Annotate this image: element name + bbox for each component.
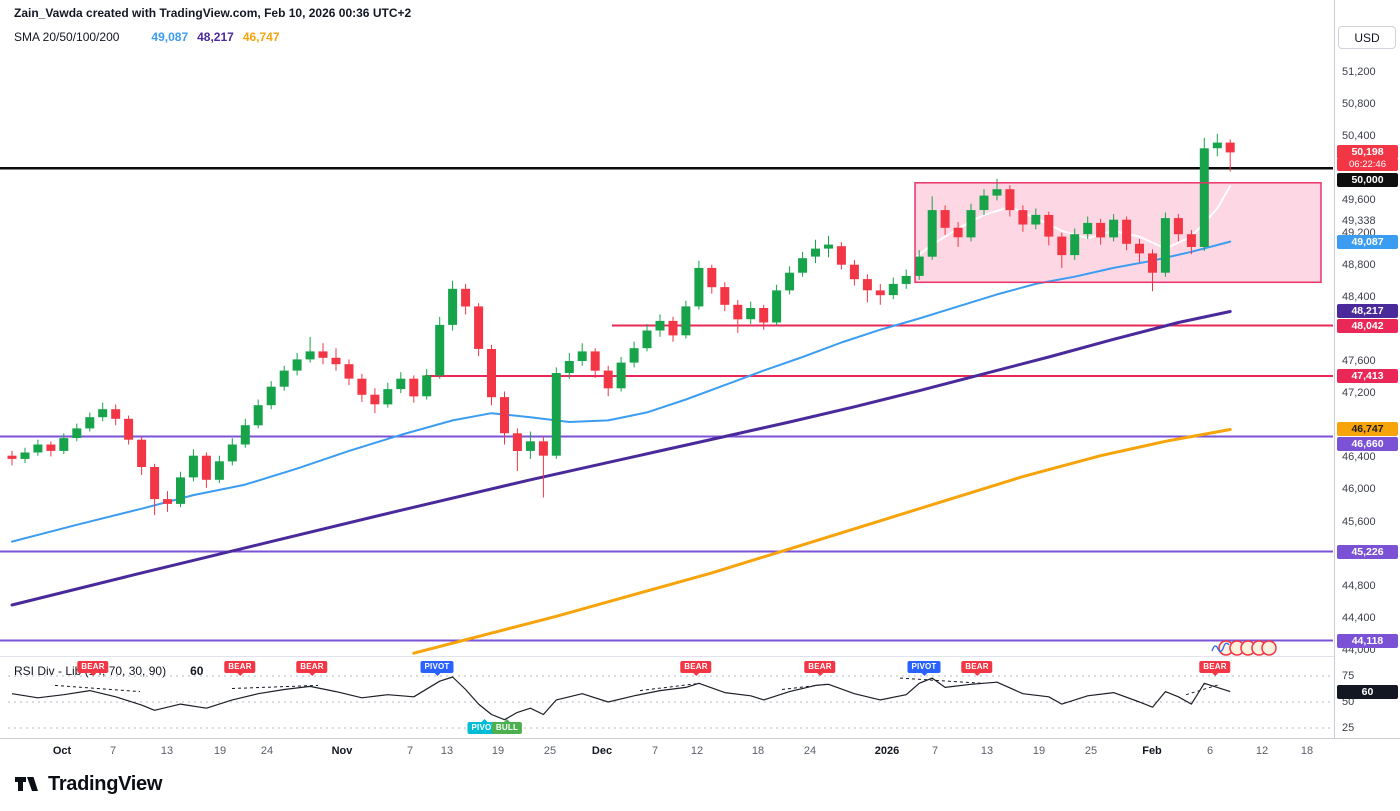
price-line-badge[interactable]: 45,226 — [1337, 544, 1398, 559]
time-axis-label: 19 — [213, 745, 227, 757]
price-line-badge[interactable]: 46,660 — [1337, 437, 1398, 452]
price-line-badge: 48,217 — [1337, 304, 1398, 319]
price-tick-label: 50,800 — [1342, 98, 1376, 111]
price-tick-label: 47,200 — [1342, 387, 1376, 400]
price-tick-label: 44,800 — [1342, 579, 1376, 592]
countdown-badge: 06:22:46 — [1337, 158, 1398, 172]
price-tick-label: 46,400 — [1342, 451, 1376, 464]
time-axis-label: 25 — [543, 745, 557, 757]
sma-value: 49,087 — [151, 30, 189, 44]
time-axis-label: 25 — [1084, 745, 1098, 757]
price-line-badge: 49,087 — [1337, 234, 1398, 249]
time-axis-label: 13 — [160, 745, 174, 757]
time-axis-label: 7 — [931, 745, 939, 757]
candlestick-series — [7, 133, 1235, 516]
currency-toggle-button[interactable]: USD — [1338, 26, 1396, 49]
rsi-value: 60 — [190, 664, 204, 678]
indicator-legend: SMA 20/50/100/200 49,087 48,217 46,747 — [14, 30, 280, 44]
price-line-badge[interactable]: 44,118 — [1337, 633, 1398, 648]
sma-value: 46,747 — [242, 30, 280, 44]
last-price-badge: 50,198 — [1337, 145, 1398, 160]
time-axis-label: 13 — [440, 745, 454, 757]
price-tick-label: 48,800 — [1342, 258, 1376, 271]
rsi-tick-label: 75 — [1342, 670, 1355, 682]
time-axis-label: 7 — [109, 745, 117, 757]
time-axis-label: Oct — [52, 745, 72, 757]
price-tick-label: 45,600 — [1342, 515, 1376, 528]
price-tick-label: 48,400 — [1342, 290, 1376, 303]
sma-value: 48,217 — [197, 30, 234, 44]
time-axis-label: Feb — [1142, 745, 1162, 757]
tradingview-logo-text: TradingView — [48, 772, 163, 795]
time-axis-label: 19 — [1032, 745, 1046, 757]
rsi-value-badge: 60 — [1337, 684, 1398, 699]
time-axis-label: 6 — [1206, 745, 1214, 757]
time-axis-label: 18 — [751, 745, 765, 757]
price-line-badge[interactable]: 47,413 — [1337, 369, 1398, 383]
time-axis-label: 7 — [651, 745, 659, 757]
rsi-indicator-legend: RSI Div - Lib (14, 70, 30, 90) 60 — [14, 664, 203, 678]
time-axis-label: 24 — [803, 745, 817, 757]
time-axis-label: 18 — [1300, 745, 1314, 757]
time-axis-label: 12 — [690, 745, 704, 757]
price-tick-label: 49,338 — [1342, 215, 1376, 228]
rsi-indicator-title[interactable]: RSI Div - Lib (14, 70, 30, 90) — [14, 664, 167, 678]
horizontal-price-lines[interactable] — [0, 167, 1333, 642]
sma-indicator-title[interactable]: SMA 20/50/100/200 — [14, 30, 120, 44]
rsi-divergence-lines — [54, 677, 1221, 696]
chart-attribution: Zain_Vawda created with TradingView.com,… — [14, 6, 412, 20]
price-tick-label: 46,000 — [1342, 483, 1376, 496]
time-axis-label: 7 — [406, 745, 414, 757]
time-axis-label: 13 — [980, 745, 994, 757]
time-axis-label: 12 — [1255, 745, 1269, 757]
price-tick-label: 44,400 — [1342, 611, 1376, 624]
time-axis-label: Nov — [331, 745, 353, 757]
price-axis[interactable]: USD 51,200 50,800 50,400 49,600 49,338 49,200… — [1334, 0, 1400, 738]
time-axis-label: 2026 — [874, 745, 900, 757]
rsi-tick-label: 25 — [1342, 722, 1355, 734]
rsi-guide-lines — [8, 675, 1333, 729]
price-tick-label: 49,600 — [1342, 194, 1376, 207]
time-axis-label: 19 — [491, 745, 505, 757]
time-axis[interactable]: Oct 7 13 19 24 Nov 7 13 19 25 Dec 7 12 18 24 2026 7 13 19 2… — [0, 738, 1400, 764]
price-tick-label: 51,200 — [1342, 66, 1376, 78]
tradingview-logo-icon — [15, 777, 38, 791]
price-line-badge[interactable]: 48,042 — [1337, 318, 1398, 333]
price-line-badge[interactable]: 50,000 — [1337, 173, 1398, 188]
price-tick-label: 47,600 — [1342, 355, 1376, 367]
sma-values: 49,087 48,217 46,747 — [151, 30, 279, 44]
tradingview-logo[interactable]: TradingView — [14, 772, 162, 796]
price-tick-label: 50,400 — [1342, 130, 1376, 143]
time-axis-label: 24 — [260, 745, 274, 757]
rsi-tick-label: 50 — [1342, 696, 1355, 708]
rsi-line — [11, 676, 1231, 721]
consolidation-zone-border[interactable] — [914, 182, 1322, 284]
sticker-circles[interactable] — [1211, 640, 1277, 656]
price-line-badge: 46,747 — [1337, 422, 1398, 437]
time-axis-label: Dec — [591, 745, 613, 757]
